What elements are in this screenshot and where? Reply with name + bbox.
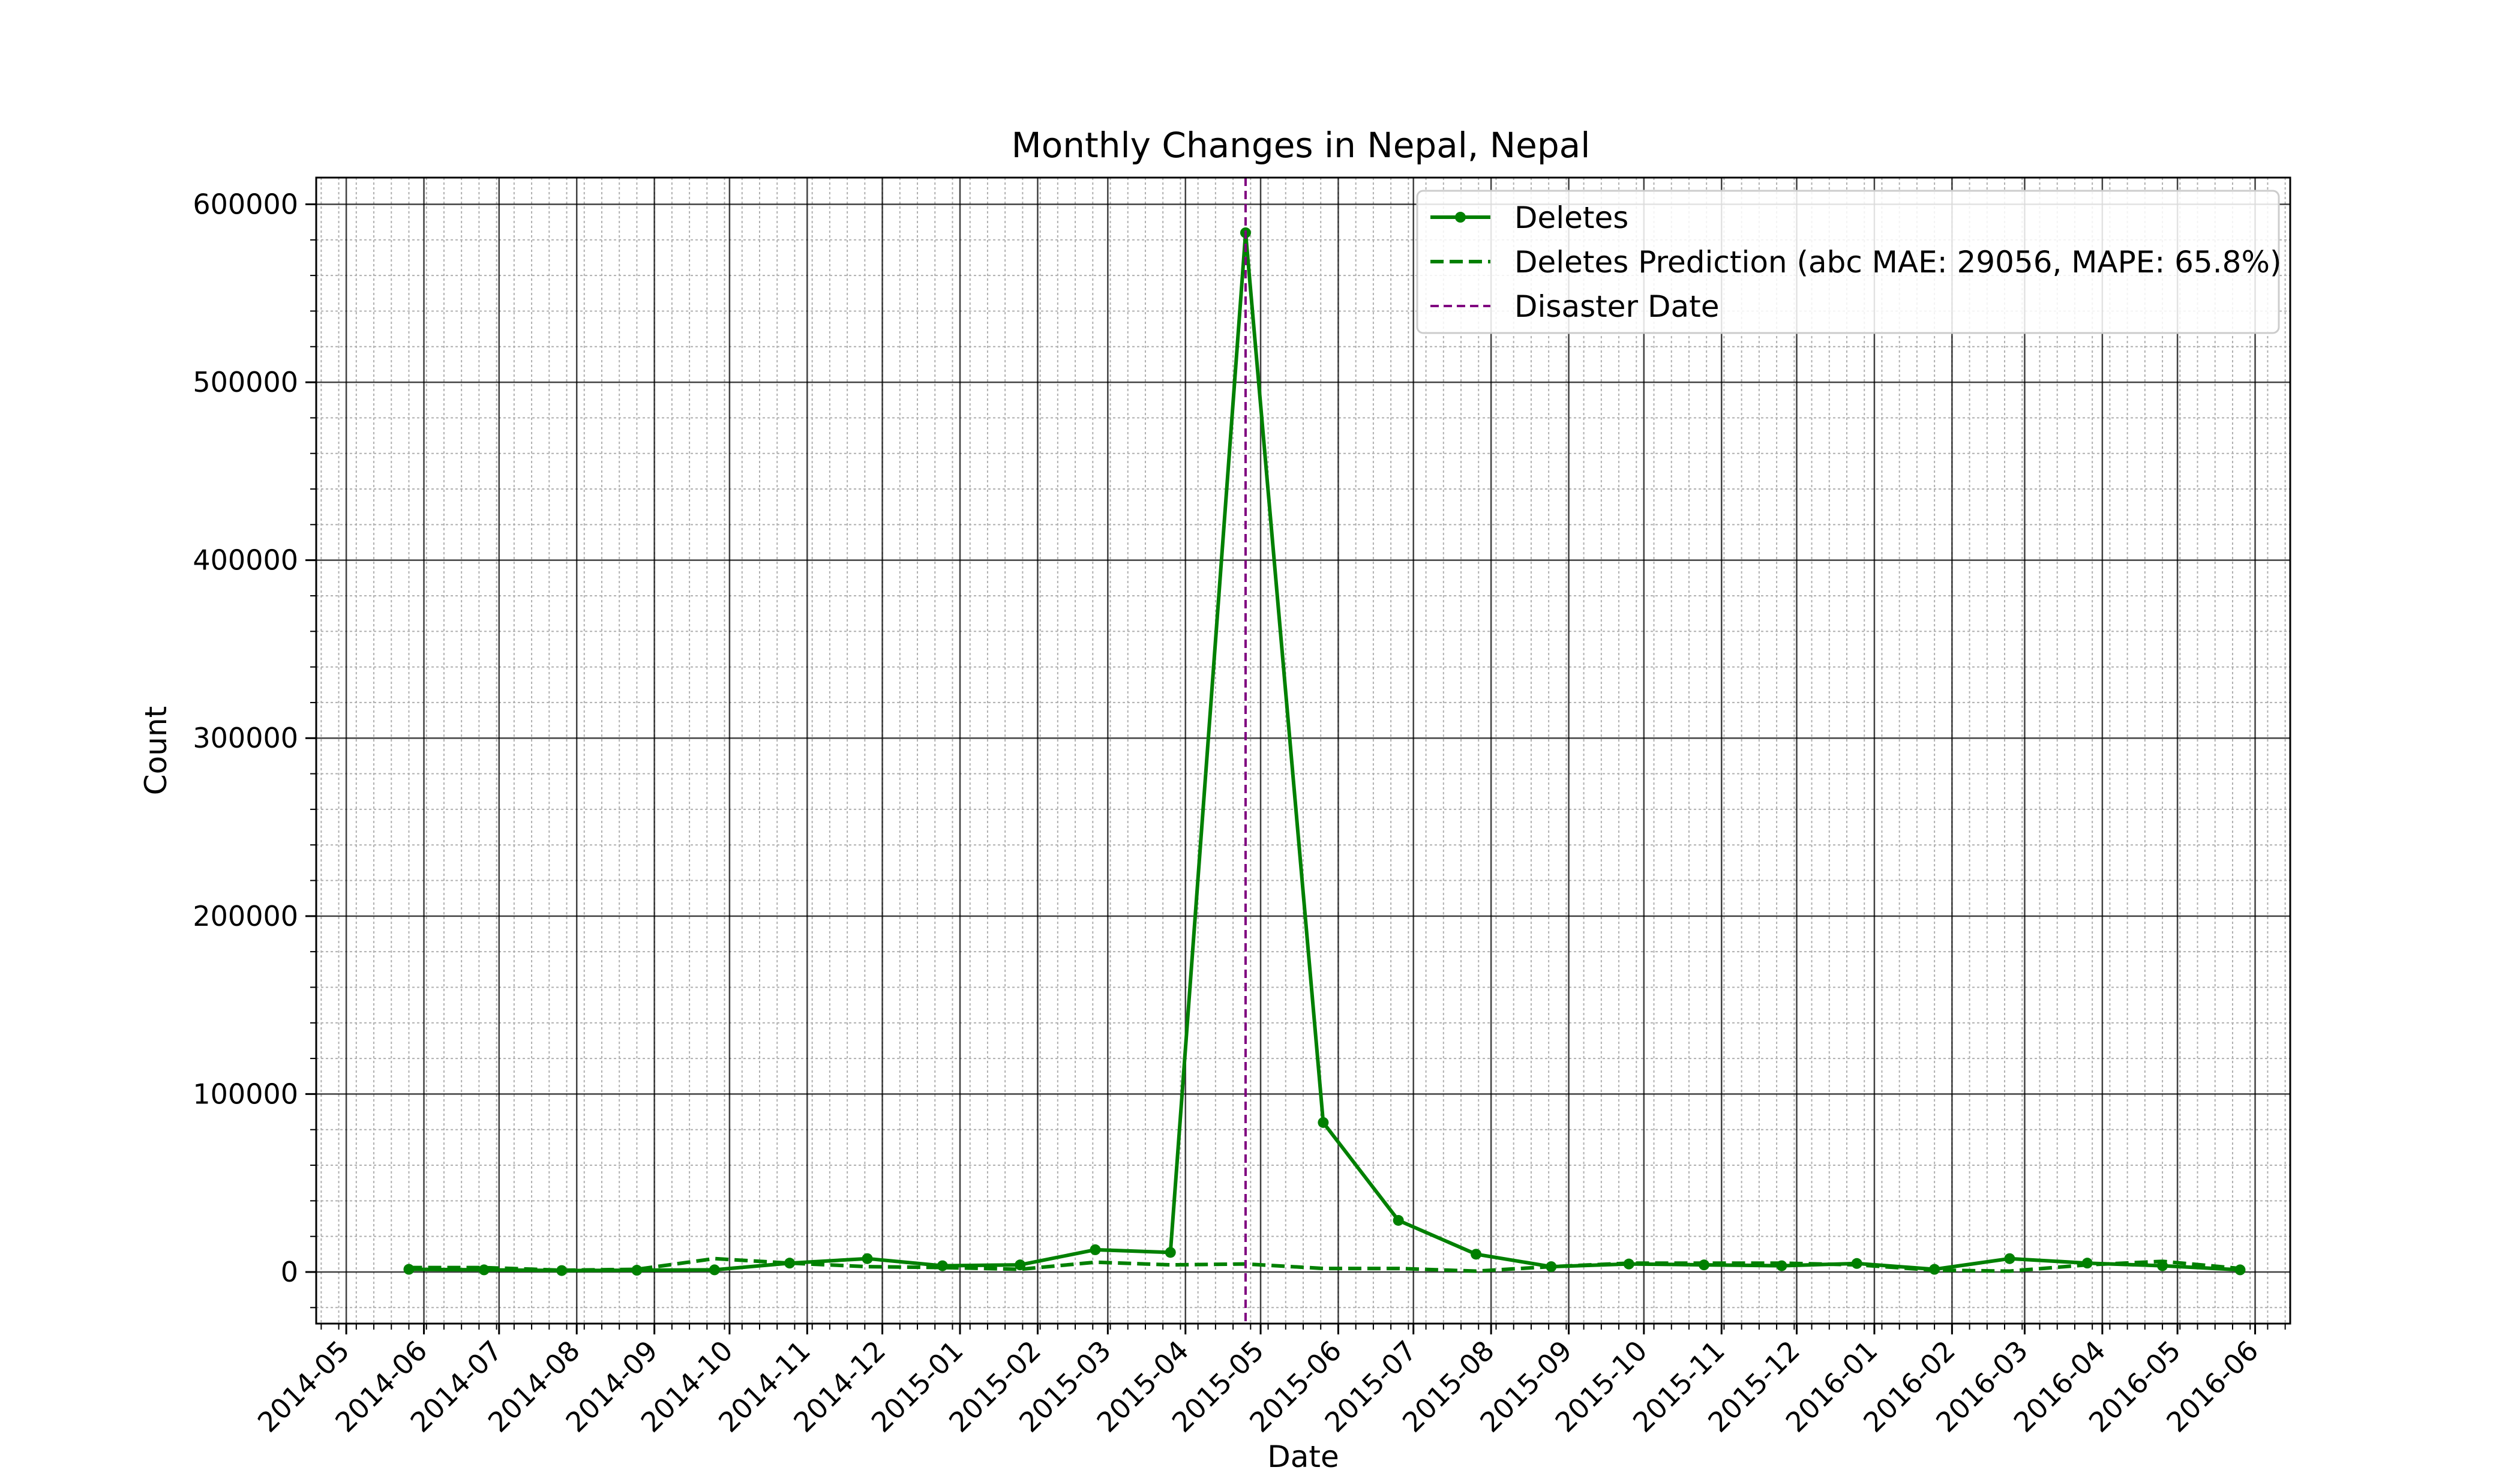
y-tick-label: 500000 xyxy=(193,366,298,398)
x-axis-label: Date xyxy=(1267,1439,1339,1470)
deletes-point xyxy=(937,1260,948,1271)
legend-label-prediction: Deletes Prediction (abc MAE: 29056, MAPE… xyxy=(1514,245,2281,280)
deletes-point xyxy=(1393,1214,1404,1226)
y-tick-label: 400000 xyxy=(193,544,298,577)
major-grid xyxy=(316,178,2290,1324)
y-tick-label: 100000 xyxy=(193,1078,298,1110)
legend: Deletes Deletes Prediction (abc MAE: 290… xyxy=(1416,190,2281,334)
chart-title: Monthly Changes in Nepal, Nepal xyxy=(1012,125,1591,166)
deletes-point xyxy=(784,1258,796,1269)
deletes-point xyxy=(1090,1244,1101,1255)
deletes-point xyxy=(556,1265,568,1276)
prediction-line xyxy=(409,1256,2240,1273)
deletes-point xyxy=(1471,1249,1482,1260)
legend-label-disaster: Disaster Date xyxy=(1514,289,1719,324)
y-tick-label: 0 xyxy=(281,1256,298,1288)
series-layer xyxy=(403,178,2246,1324)
deletes-point xyxy=(862,1253,873,1264)
legend-box xyxy=(1416,190,2280,334)
deletes-point xyxy=(1318,1117,1329,1128)
y-tick-label: 200000 xyxy=(193,900,298,932)
y-axis: 0 100000 200000 300000 400000 500000 600000 xyxy=(193,188,316,1309)
y-tick-label: 600000 xyxy=(193,188,298,220)
deletes-point xyxy=(2004,1253,2015,1264)
deletes-point xyxy=(709,1264,720,1276)
y-axis-label: Count xyxy=(139,706,173,796)
deletes-point xyxy=(1165,1247,1176,1258)
y-tick-label: 300000 xyxy=(193,722,298,754)
legend-marker-deletes xyxy=(1455,212,1466,223)
legend-label-deletes: Deletes xyxy=(1514,200,1628,235)
